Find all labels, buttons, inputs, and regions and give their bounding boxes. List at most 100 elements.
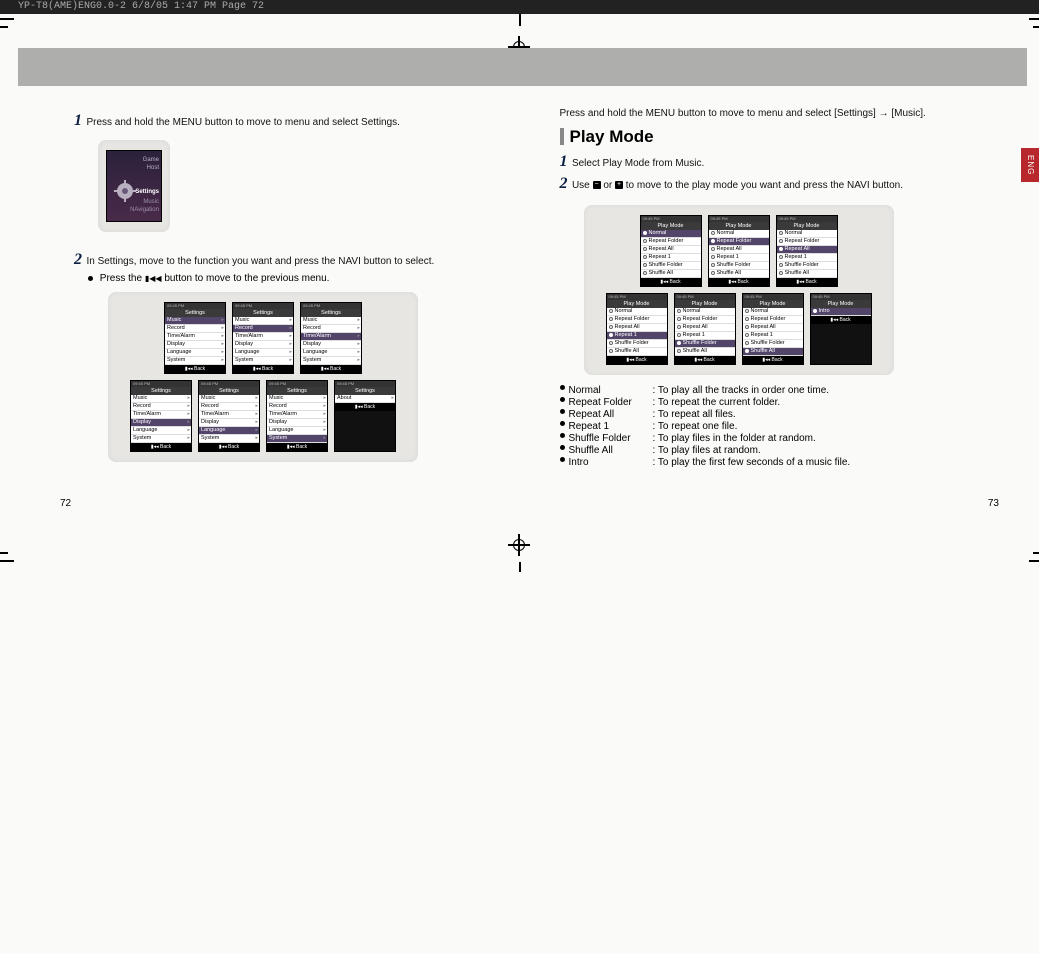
plus-icon: +: [615, 181, 623, 189]
screen-header: Settings: [301, 309, 361, 317]
radio-icon: [779, 255, 783, 259]
menu-row: Music▸: [199, 395, 259, 403]
option-row: Repeat 1: [675, 332, 735, 340]
radio-icon: [643, 231, 647, 235]
playmode-screen: 09:45 PMPlay ModeNormalRepeat FolderRepe…: [674, 293, 736, 365]
radio-icon: [745, 341, 749, 345]
radio-icon: [643, 255, 647, 259]
radio-icon: [779, 239, 783, 243]
menu-row: System▸: [131, 435, 191, 443]
option-row: Repeat Folder: [709, 238, 769, 246]
radio-icon: [677, 317, 681, 321]
chevron-right-icon: ▸: [289, 325, 292, 332]
menu-row: System▸: [165, 357, 225, 365]
settings-screen: 09:45 PMSettingsMusic▸Record▸Time/Alarm▸…: [130, 380, 192, 452]
term: Repeat Folder: [569, 397, 653, 408]
chevron-right-icon: ▸: [323, 403, 326, 410]
chevron-right-icon: ▸: [255, 419, 258, 426]
fold-mark: [519, 562, 521, 572]
menu-row: Time/Alarm▸: [267, 411, 327, 419]
option-row: Normal: [607, 308, 667, 316]
step-1: 1 Press and hold the MENU button to move…: [74, 112, 500, 130]
print-job-header: YP-T8(AME)ENG0.0-2 6/8/05 1:47 PM Page 7…: [0, 0, 1039, 14]
step-2-sub: Press the ▮◀◀ button to move to the prev…: [88, 273, 500, 284]
chevron-right-icon: ▸: [187, 411, 190, 418]
radio-icon: [643, 271, 647, 275]
bullet-icon: [560, 385, 565, 390]
crop-mark: [0, 18, 14, 20]
chevron-right-icon: ▸: [221, 333, 224, 340]
step-1: 1 Select Play Mode from Music.: [560, 153, 1010, 171]
chevron-right-icon: ▸: [255, 435, 258, 442]
menu-row: System▸: [233, 357, 293, 365]
rewind-icon: ▮◀◀: [145, 274, 162, 283]
menu-row: Language▸: [301, 349, 361, 357]
chevron-right-icon: ▸: [323, 435, 326, 442]
step-number: 2: [74, 251, 82, 268]
definition: : To play files in the folder at random.: [653, 433, 816, 444]
bullet-icon: [560, 433, 565, 438]
option-row: Shuffle Folder: [743, 340, 803, 348]
definition: : To repeat the current folder.: [653, 397, 781, 408]
option-row: Shuffle All: [709, 270, 769, 278]
header-banner: [18, 48, 520, 86]
menu-row: Time/Alarm▸: [199, 411, 259, 419]
chevron-right-icon: ▸: [187, 427, 190, 434]
chevron-right-icon: ▸: [323, 395, 326, 402]
option-row: Repeat Folder: [675, 316, 735, 324]
crop-mark: [1029, 560, 1039, 562]
menu-row: Music▸: [267, 395, 327, 403]
minus-icon: −: [593, 181, 601, 189]
menu-row: Display▸: [165, 341, 225, 349]
option-row: Normal: [675, 308, 735, 316]
menu-row: Time/Alarm▸: [165, 333, 225, 341]
back-footer: ▮◂◂ Back: [267, 443, 327, 451]
radio-icon: [609, 333, 613, 337]
option-row: Shuffle Folder: [777, 262, 837, 270]
device-screenshots-settings: 09:45 PMSettingsMusic▸Record▸Time/Alarm▸…: [108, 292, 418, 462]
screen-header: Play Mode: [675, 300, 735, 308]
screen-header: Settings: [335, 387, 395, 395]
menu-row: Language▸: [233, 349, 293, 357]
play-mode-descriptions: Normal: To play all the tracks in order …: [560, 385, 1010, 468]
screen-header: Play Mode: [777, 222, 837, 230]
chevron-right-icon: ▸: [187, 435, 190, 442]
step-number: 2: [560, 175, 568, 192]
radio-icon: [677, 341, 681, 345]
radio-icon: [745, 333, 749, 337]
option-row: Repeat Folder: [607, 316, 667, 324]
menu-row: Music▸: [233, 317, 293, 325]
back-footer: ▮◂◂ Back: [301, 365, 361, 373]
screen-header: Settings: [165, 309, 225, 317]
step-number: 1: [74, 112, 82, 129]
menu-row: Music▸: [301, 317, 361, 325]
radio-icon: [609, 349, 613, 353]
radio-icon: [745, 317, 749, 321]
settings-screen: 09:45 PMSettingsMusic▸Record▸Time/Alarm▸…: [164, 302, 226, 374]
menu-row: Record▸: [131, 403, 191, 411]
settings-screen: 09:45 PMSettingsMusic▸Record▸Time/Alarm▸…: [232, 302, 294, 374]
playmode-screen: 09:45 PMPlay ModeNormalRepeat FolderRepe…: [742, 293, 804, 365]
option-row: Shuffle Folder: [641, 262, 701, 270]
menu-row: System▸: [267, 435, 327, 443]
menu-row: Language▸: [165, 349, 225, 357]
menu-item: Music: [143, 199, 159, 205]
crop-mark: [0, 560, 14, 562]
menu-row: Record▸: [267, 403, 327, 411]
back-footer: ▮◂◂ Back: [641, 278, 701, 286]
device-screenshots-playmode: 09:45 PMPlay ModeNormalRepeat FolderRepe…: [584, 205, 894, 375]
fold-mark: [519, 14, 521, 26]
bullet-icon: [560, 409, 565, 414]
screen-header: Play Mode: [811, 300, 871, 308]
host-screen: Game Host Settings Music NAvigation: [106, 150, 162, 222]
chevron-right-icon: ▸: [357, 333, 360, 340]
chevron-right-icon: ▸: [255, 411, 258, 418]
chevron-right-icon: ▸: [289, 317, 292, 324]
option-row: Repeat All: [675, 324, 735, 332]
page-number: 72: [60, 498, 71, 509]
step-text: Select Play Mode from Music.: [572, 158, 704, 169]
chevron-right-icon: ▸: [323, 411, 326, 418]
menu-item: NAvigation: [130, 207, 159, 213]
term: Repeat All: [569, 409, 653, 420]
radio-icon: [643, 263, 647, 267]
